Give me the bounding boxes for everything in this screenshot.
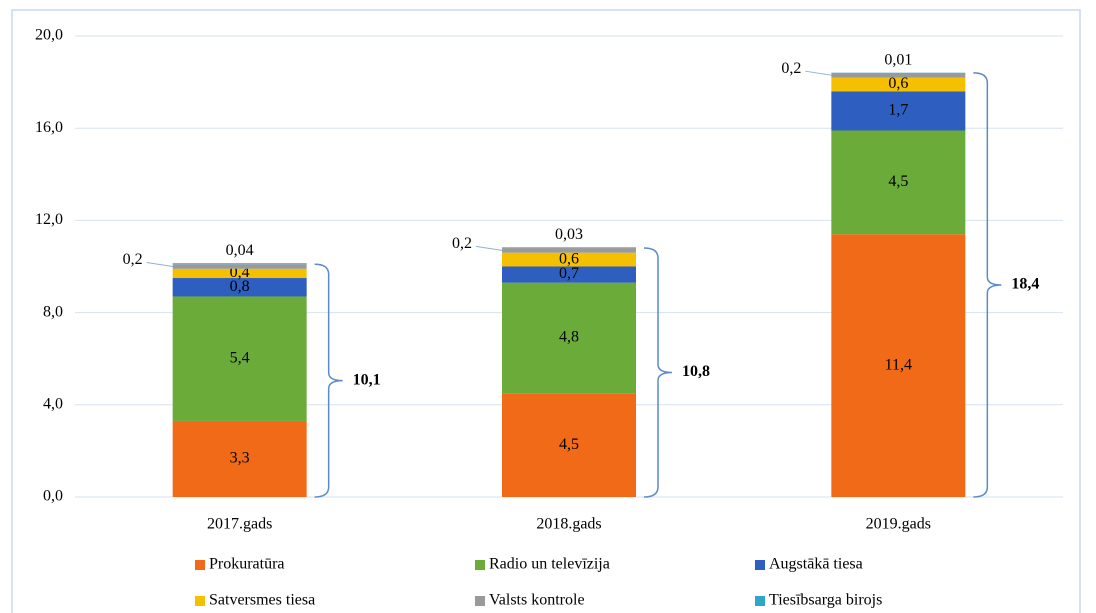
y-tick-label: 16,0	[35, 119, 63, 136]
total-label: 10,8	[682, 363, 710, 380]
x-tick-label: 2017.gads	[207, 516, 272, 533]
data-label: 0,6	[888, 75, 908, 92]
leader-line	[475, 245, 503, 251]
legend-label: Augstākā tiesa	[769, 556, 863, 573]
data-label: 3,3	[230, 450, 250, 467]
data-label: 0,8	[230, 278, 250, 295]
legend-swatch	[195, 596, 205, 606]
data-label: 0,6	[559, 250, 579, 267]
bar-segment	[831, 77, 966, 92]
data-label: 4,8	[559, 329, 579, 346]
total-brace	[973, 72, 1002, 498]
bar-segment	[172, 268, 307, 279]
y-tick-label: 0,0	[43, 488, 63, 505]
x-tick-label: 2018.gads	[536, 516, 601, 533]
bar-segment	[502, 248, 636, 253]
data-label: 0,2	[781, 60, 801, 77]
bar-segment	[172, 264, 307, 269]
bar-segment	[502, 393, 636, 497]
data-label: 0,2	[452, 235, 472, 252]
legend-label: Prokuratūra	[209, 556, 285, 573]
legend-swatch	[475, 596, 485, 606]
legend-label: Satversmes tiesa	[209, 592, 315, 609]
legend-label: Radio un televīzija	[489, 556, 610, 573]
bar-segment	[831, 72, 966, 78]
data-label: 0,01	[884, 51, 912, 68]
bar-segment	[502, 252, 636, 267]
legend-label: Valsts kontrole	[489, 592, 585, 609]
data-label: 11,4	[885, 356, 912, 373]
data-label: 4,5	[559, 436, 579, 453]
data-label: 4,5	[888, 173, 908, 190]
legend-swatch	[195, 560, 205, 570]
total-label: 18,4	[1011, 276, 1039, 293]
total-brace	[643, 247, 673, 498]
bar-segment	[172, 278, 307, 297]
bar-segment	[502, 282, 636, 394]
data-label: 0,7	[559, 265, 579, 282]
data-label: 1,7	[888, 102, 908, 119]
data-label: 0,03	[555, 226, 583, 243]
y-tick-label: 4,0	[43, 395, 63, 412]
chart-frame	[11, 9, 1081, 613]
bar-segment	[831, 91, 966, 131]
y-tick-label: 20,0	[35, 27, 63, 44]
total-label: 10,1	[353, 371, 381, 388]
x-tick-label: 2019.gads	[866, 516, 931, 533]
bar-segment	[831, 234, 966, 498]
bar-segment	[502, 247, 636, 249]
legend-swatch	[755, 560, 765, 570]
total-brace	[314, 263, 343, 498]
leader-line	[146, 262, 173, 267]
legend-swatch	[475, 560, 485, 570]
y-tick-label: 12,0	[35, 211, 63, 228]
bar-segment	[172, 296, 307, 421]
legend-swatch	[755, 596, 765, 606]
bar-segment	[831, 130, 966, 235]
data-label: 0,04	[226, 242, 254, 259]
data-label: 0,2	[123, 251, 143, 268]
bar-segment	[502, 266, 636, 283]
legend-label: Tiesībsarga birojs	[769, 592, 882, 609]
bar-segment	[172, 420, 307, 497]
data-label: 5,4	[230, 349, 250, 366]
bar-segment	[172, 263, 307, 265]
y-tick-label: 8,0	[43, 303, 63, 320]
leader-line	[805, 70, 832, 76]
